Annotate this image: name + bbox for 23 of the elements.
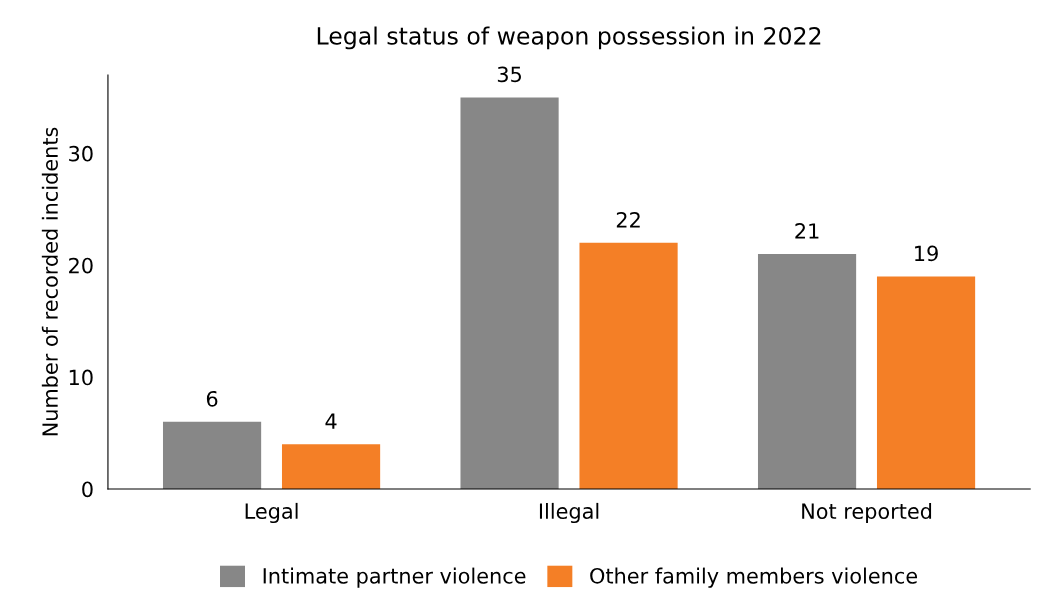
data-label: 21 [795, 223, 819, 239]
y-tick-label: 10 [69, 369, 93, 386]
bar [876, 276, 976, 489]
data-label: 22 [616, 211, 640, 228]
y-tick-label: 0 [82, 481, 93, 498]
y-axis-title: Number of recorded incidents [41, 127, 58, 436]
bar [460, 97, 559, 489]
bar [579, 242, 678, 489]
data-label: 19 [915, 245, 938, 262]
bar [162, 421, 262, 489]
legend-label: Intimate partner violence [263, 567, 526, 588]
data-label: 4 [325, 413, 337, 429]
bar [757, 254, 857, 489]
x-tick-label: Illegal [539, 502, 599, 524]
bar [281, 444, 381, 489]
y-tick-label: 30 [69, 145, 93, 162]
x-tick-label: Legal [245, 502, 298, 524]
x-tick-label: Not reported [802, 502, 932, 524]
legend-label: Other family members violence [590, 567, 918, 588]
data-label: 35 [497, 66, 521, 83]
data-label: 6 [206, 390, 218, 407]
chart-title: Legal status of weapon possession in 2022 [317, 26, 821, 50]
y-tick-label: 20 [69, 257, 93, 274]
